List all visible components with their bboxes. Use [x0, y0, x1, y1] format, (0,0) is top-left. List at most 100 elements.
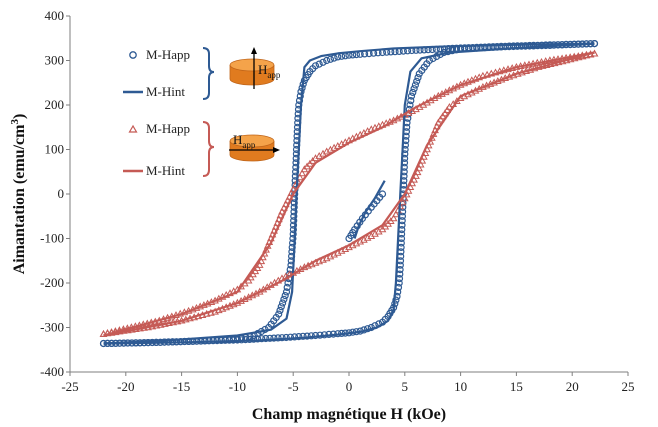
data-point-circle [284, 279, 292, 287]
data-point-circle [411, 81, 419, 89]
y-tick-label: 100 [45, 142, 65, 157]
data-point-circle [246, 335, 254, 343]
data-point-circle [330, 54, 338, 62]
data-point-circle [407, 92, 416, 100]
data-point-circle [290, 208, 298, 216]
data-point-circle [323, 56, 331, 65]
data-point-circle [289, 226, 297, 234]
data-point-circle [262, 334, 270, 343]
data-point-triangle [432, 122, 441, 130]
series-line-in-plane-descending [103, 51, 595, 337]
data-point-triangle [281, 200, 290, 208]
legend-label-mhapp-2: M-Happ [146, 121, 190, 136]
data-point-triangle [322, 147, 331, 155]
data-point-triangle [330, 143, 338, 151]
y-tick-label: -200 [40, 275, 64, 290]
data-point-triangle [273, 218, 282, 226]
disk-perpendicular-icon: Happ [229, 47, 281, 89]
data-point-triangle [253, 264, 262, 271]
data-point-circle [286, 333, 294, 341]
legend-label-mhapp-1: M-Happ [146, 47, 190, 62]
x-tick-label: -10 [229, 379, 246, 394]
data-point-circle [278, 334, 286, 342]
data-point-circle [274, 334, 282, 342]
x-tick-label: 10 [454, 379, 467, 394]
data-point-circle [290, 212, 298, 220]
data-point-triangle [308, 156, 317, 164]
data-point-circle [266, 334, 274, 342]
data-point-triangle [246, 273, 255, 281]
data-point-circle [517, 42, 526, 50]
data-point-circle [289, 239, 297, 247]
legend-marker-circle [129, 51, 137, 59]
data-point-triangle [99, 329, 108, 337]
data-point-triangle [315, 151, 324, 159]
data-point-circle [270, 334, 278, 342]
data-point-circle [250, 335, 258, 343]
data-point-circle [254, 335, 262, 343]
series-line-perpendicular-descending [103, 42, 595, 345]
data-point-triangle [400, 194, 409, 202]
x-tick-label: 20 [566, 379, 579, 394]
y-tick-label: -100 [40, 231, 64, 246]
happ-label-1: Happ [258, 62, 281, 80]
data-point-circle [315, 60, 323, 68]
data-point-triangle [306, 159, 314, 167]
data-point-triangle [326, 145, 335, 153]
data-point-triangle [300, 165, 309, 173]
series-line-perpendicular-initial [353, 180, 386, 239]
y-axis-title-sup: 3 [9, 119, 21, 125]
data-point-triangle [275, 215, 283, 223]
data-point-circle [289, 230, 297, 238]
data-point-circle [378, 190, 387, 198]
y-axis-title: Aimantation (emu/cm3) [9, 114, 28, 275]
data-point-circle [241, 336, 250, 344]
data-point-circle [258, 335, 266, 343]
data-point-circle [290, 217, 298, 225]
x-tick-label: -25 [61, 379, 78, 394]
y-tick-label: -300 [40, 320, 64, 335]
data-point-triangle [413, 168, 422, 176]
y-axis-title-main: Aimantation (emu/cm [11, 124, 28, 274]
data-point-circle [282, 333, 290, 342]
data-point-triangle [249, 270, 257, 278]
data-point-circle [280, 295, 288, 303]
data-point-circle [291, 333, 299, 341]
data-point-triangle [244, 276, 253, 284]
y-tick-label: 300 [45, 53, 65, 68]
x-tick-label: 15 [510, 379, 523, 394]
data-point-circle [448, 47, 456, 55]
legend-label-mhint-2: M-Hint [146, 163, 185, 178]
data-point-circle [392, 296, 400, 304]
data-point-circle [290, 203, 298, 211]
data-point-triangle [392, 210, 400, 218]
data-point-circle [319, 58, 327, 66]
series-layer [99, 39, 599, 348]
x-tick-label: 25 [622, 379, 635, 394]
x-axis-title: Champ magnétique H (kOe) [252, 406, 446, 423]
legend-marker-triangle [128, 124, 138, 133]
legend-group-in-plane: M-Happ M-Hint Happ [123, 121, 280, 178]
data-point-circle [281, 292, 289, 300]
data-point-circle [413, 77, 421, 85]
data-point-circle [279, 299, 287, 307]
data-point-circle [289, 234, 297, 243]
y-tick-label: -400 [40, 364, 64, 379]
data-point-triangle [276, 211, 285, 219]
data-point-circle [289, 221, 298, 229]
data-point-circle [326, 55, 334, 63]
series-line-in-plane-ascending [103, 51, 595, 337]
data-point-triangle [389, 214, 398, 222]
data-point-triangle [283, 196, 292, 204]
legend-brace-1 [202, 47, 215, 100]
data-point-circle [282, 288, 291, 296]
y-tick-label: 200 [45, 97, 65, 112]
data-point-triangle [278, 207, 286, 215]
data-point-circle [406, 101, 414, 109]
data-point-circle [505, 42, 513, 51]
data-point-triangle [251, 267, 260, 275]
happ-label-2: Happ [233, 132, 256, 150]
data-point-circle [299, 332, 307, 340]
x-tick-label: 0 [346, 379, 353, 394]
